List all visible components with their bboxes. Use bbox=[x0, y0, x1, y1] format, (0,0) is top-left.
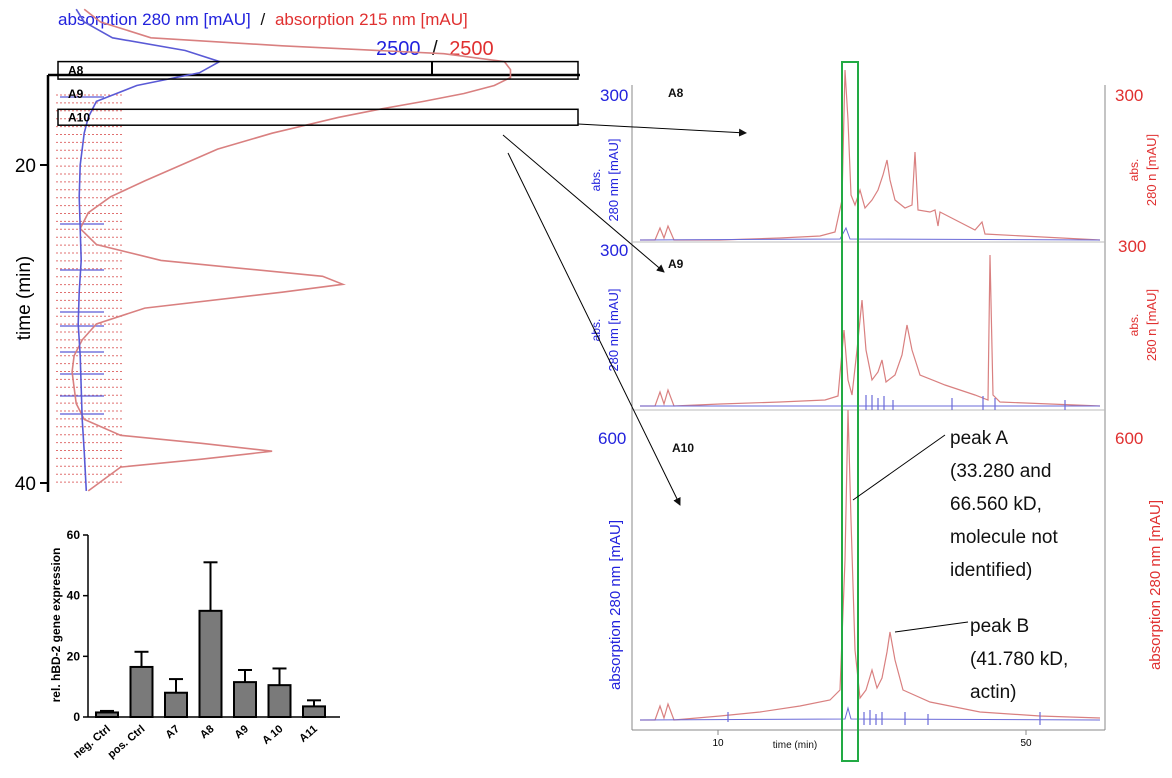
fraction-label: A8 bbox=[68, 63, 84, 77]
a8-left-label-1: abs. bbox=[589, 169, 603, 192]
bar-x-label: pos. Ctrl bbox=[106, 723, 148, 761]
scale-separator: / bbox=[432, 38, 438, 60]
bar bbox=[267, 684, 292, 719]
title-separator: / bbox=[261, 10, 266, 29]
fraction-box bbox=[57, 60, 579, 80]
a9-left-label-2: 280 nm [mAU] bbox=[606, 288, 621, 371]
a10-left-tick: 600 bbox=[598, 429, 626, 448]
fraction-dashes bbox=[56, 94, 122, 483]
a8-right-tick: 300 bbox=[1115, 86, 1143, 105]
a9-fraction-marks bbox=[865, 395, 1066, 410]
trace-280nm bbox=[75, 8, 222, 491]
fraction-arrows bbox=[502, 123, 747, 506]
annotation-line: actin) bbox=[970, 682, 1016, 703]
bar-x-label: A9 bbox=[232, 723, 250, 741]
a10-right-tick: 600 bbox=[1115, 429, 1143, 448]
a8-right-label-2: 280 n [mAU] bbox=[1144, 134, 1159, 206]
chromatogram-panels: A8 300 300 abs. 280 nm [mAU] abs. 280 n … bbox=[589, 61, 1164, 762]
bar bbox=[164, 691, 188, 719]
peak-highlight-box bbox=[841, 61, 859, 762]
bar bbox=[233, 681, 257, 718]
a10-left-label: absorption 280 nm [mAU] bbox=[607, 520, 624, 690]
annotation-line: peak A bbox=[950, 428, 1008, 449]
bar-x-label: neg. Ctrl bbox=[71, 723, 113, 761]
scale-280: 2500 bbox=[376, 38, 421, 60]
title-215: absorption 215 nm [mAU] bbox=[275, 10, 468, 29]
annotation-line: peak B bbox=[970, 616, 1029, 637]
chrom-x-ticks: 10 50 bbox=[712, 730, 1032, 749]
bar-x-label: A11 bbox=[297, 723, 320, 745]
svg-text:absorption 280 nm [mAU]: absorption 280 nm [mAU] / absorption 215… bbox=[58, 10, 468, 29]
time-tick-label: 40 bbox=[15, 474, 36, 495]
bar-y-label: rel. hBD-2 gene expression bbox=[49, 548, 63, 703]
bars bbox=[95, 561, 326, 719]
a9-left-tick: 300 bbox=[600, 241, 628, 260]
a10-fraction-marks bbox=[727, 710, 1041, 725]
a8-trace-blue bbox=[639, 226, 1101, 241]
arrow-a10 bbox=[507, 152, 681, 506]
arrow-a8 bbox=[577, 123, 747, 137]
a9-right-tick: 300 bbox=[1118, 237, 1146, 256]
scale-215: 2500 bbox=[449, 38, 494, 60]
peak-a-leader bbox=[852, 434, 946, 501]
annotation-line: (41.780 kD, bbox=[970, 649, 1068, 670]
fraction-marks bbox=[60, 96, 104, 415]
a9-trace-red bbox=[640, 254, 1101, 407]
annotation-line: (33.280 and bbox=[950, 461, 1051, 482]
fractionation-panel: absorption 280 nm [mAU] / absorption 215… bbox=[14, 8, 580, 495]
panel-label-a9: A9 bbox=[668, 257, 684, 271]
time-axis-label: time (min) bbox=[14, 256, 35, 340]
title-280: absorption 280 nm [mAU] bbox=[58, 10, 251, 29]
peak-a-annotation: peak A (33.280 and 66.560 kD, molecule not i… bbox=[950, 428, 1058, 581]
chrom-x-label: time (min) bbox=[773, 740, 817, 751]
a8-left-label-2: 280 nm [mAU] bbox=[606, 138, 621, 221]
bar-y-ticks: 0 20 40 60 bbox=[67, 528, 88, 724]
peak-b-annotation: peak B (41.780 kD, actin) bbox=[970, 616, 1068, 703]
panel-label-a10: A10 bbox=[672, 441, 694, 455]
annotation-line: 66.560 kD, bbox=[950, 494, 1042, 515]
a8-left-tick: 300 bbox=[600, 86, 628, 105]
arrow-a9 bbox=[502, 134, 665, 273]
bar-x-label: A8 bbox=[198, 723, 216, 741]
bar bbox=[198, 609, 223, 718]
fraction-box bbox=[57, 108, 579, 126]
chrom-x-tick-label: 10 bbox=[712, 738, 724, 749]
fraction-label: A9 bbox=[68, 87, 84, 101]
bar bbox=[129, 665, 154, 719]
bar-x-label: A 10 bbox=[260, 723, 285, 747]
a10-trace-blue bbox=[639, 706, 1101, 721]
svg-text:2500 / 2500: 2500 / 2500 bbox=[376, 38, 494, 60]
a9-right-label-1: abs. bbox=[1127, 314, 1141, 337]
annotation-line: molecule not bbox=[950, 527, 1058, 548]
a9-right-label-2: 280 n [mAU] bbox=[1144, 289, 1159, 361]
bar-x-label: A7 bbox=[163, 723, 181, 741]
a10-right-label: absorption 280 nm [mAU] bbox=[1147, 500, 1164, 670]
bar bbox=[95, 711, 119, 719]
bar-y-tick-label: 40 bbox=[67, 589, 81, 603]
peak-b-leader bbox=[894, 621, 969, 633]
fraction-boxes: A8 A9 A10 bbox=[57, 60, 579, 126]
panel-label-a8: A8 bbox=[668, 86, 684, 100]
bar-y-tick-label: 0 bbox=[73, 710, 80, 724]
a9-left-label-1: abs. bbox=[589, 319, 603, 342]
bar-y-tick-label: 20 bbox=[67, 649, 81, 663]
annotation-line: identified) bbox=[950, 560, 1032, 581]
a10-trace-red bbox=[640, 409, 1101, 721]
a8-right-label-1: abs. bbox=[1127, 159, 1141, 182]
a8-trace-red bbox=[640, 69, 1101, 241]
time-tick-label: 20 bbox=[15, 156, 36, 177]
bar-y-tick-label: 60 bbox=[67, 528, 81, 542]
bar bbox=[302, 705, 326, 719]
fraction-label: A10 bbox=[68, 110, 90, 124]
trace-215nm bbox=[71, 8, 512, 492]
chrom-x-tick-label: 50 bbox=[1020, 738, 1032, 749]
